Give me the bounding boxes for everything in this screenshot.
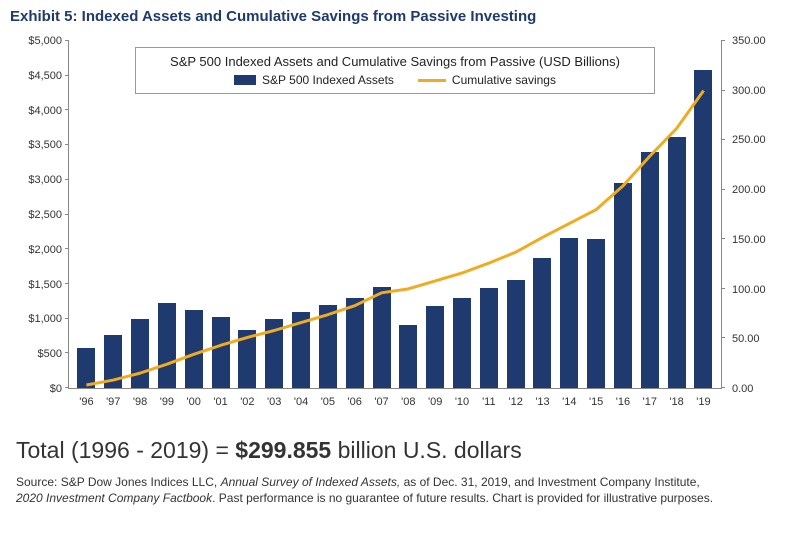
x-tick: '99 — [158, 396, 176, 408]
x-tick: '07 — [373, 396, 391, 408]
x-tick: '08 — [399, 396, 417, 408]
exhibit-title: Exhibit 5: Indexed Assets and Cumulative… — [10, 8, 787, 25]
y-left-tick: $3,000 — [14, 174, 68, 186]
y-right-tick: 350.00 — [726, 35, 780, 47]
y-left-tick: $3,500 — [14, 139, 68, 151]
x-tick: '19 — [694, 396, 712, 408]
y-axis-left: $0$500$1,000$1,500$2,000$2,500$3,000$3,5… — [14, 41, 68, 389]
x-tick: '04 — [292, 396, 310, 408]
legend-line-label: Cumulative savings — [452, 73, 556, 87]
x-tick: '12 — [507, 396, 525, 408]
y-left-tick: $1,500 — [14, 279, 68, 291]
y-left-tick: $0 — [14, 383, 68, 395]
y-left-tick: $5,000 — [14, 35, 68, 47]
total-prefix: Total (1996 - 2019) = — [16, 437, 235, 463]
legend-title: S&P 500 Indexed Assets and Cumulative Sa… — [152, 54, 638, 69]
y-right-tick: 100.00 — [726, 284, 780, 296]
chart-container: '96 '97 '98 '99 '00 '01 '02 '03 '04 '05 '06 '07 '08 '… — [10, 31, 780, 421]
x-tick: '17 — [641, 396, 659, 408]
x-tick: '98 — [131, 396, 149, 408]
x-tick: '16 — [614, 396, 632, 408]
legend: S&P 500 Indexed Assets and Cumulative Sa… — [135, 47, 655, 94]
y-left-tick: $2,000 — [14, 244, 68, 256]
y-left-tick: $1,000 — [14, 313, 68, 325]
y-right-tick: 50.00 — [726, 333, 780, 345]
legend-item-line: Cumulative savings — [418, 73, 556, 87]
y-right-tick: 200.00 — [726, 184, 780, 196]
line-swatch-icon — [418, 79, 446, 82]
x-axis-labels: '96 '97 '98 '99 '00 '01 '02 '03 '04 '05 '06 '07 '08 '… — [69, 396, 721, 408]
x-tick: '11 — [480, 396, 498, 408]
y-left-tick: $4,000 — [14, 105, 68, 117]
x-tick: '09 — [426, 396, 444, 408]
total-value: $299.855 — [235, 437, 331, 463]
x-tick: '03 — [265, 396, 283, 408]
cumulative-line — [86, 91, 703, 385]
total-line: Total (1996 - 2019) = $299.855 billion U… — [16, 437, 787, 464]
x-tick: '10 — [453, 396, 471, 408]
y-left-tick: $500 — [14, 348, 68, 360]
x-tick: '96 — [77, 396, 95, 408]
legend-bar-label: S&P 500 Indexed Assets — [262, 73, 394, 87]
y-right-tick: 300.00 — [726, 85, 780, 97]
y-left-tick: $4,500 — [14, 70, 68, 82]
x-tick: '15 — [587, 396, 605, 408]
x-tick: '18 — [668, 396, 686, 408]
bar-swatch-icon — [234, 75, 256, 85]
source-text: Source: S&P Dow Jones Indices LLC, Annua… — [16, 474, 787, 506]
legend-item-bars: S&P 500 Indexed Assets — [234, 73, 394, 87]
x-tick: '01 — [212, 396, 230, 408]
x-tick: '06 — [346, 396, 364, 408]
x-tick: '02 — [238, 396, 256, 408]
y-right-tick: 250.00 — [726, 134, 780, 146]
x-tick: '00 — [185, 396, 203, 408]
x-tick: '13 — [533, 396, 551, 408]
x-tick: '05 — [319, 396, 337, 408]
y-axis-right: 0.0050.00100.00150.00200.00250.00300.003… — [726, 41, 780, 389]
total-suffix: billion U.S. dollars — [331, 437, 521, 463]
x-tick: '97 — [104, 396, 122, 408]
y-left-tick: $2,500 — [14, 209, 68, 221]
plot-area: '96'97'98'99'00'01'02'03'04'05'06'07'08'… — [68, 41, 722, 389]
y-right-tick: 150.00 — [726, 234, 780, 246]
y-right-tick: 0.00 — [726, 383, 780, 395]
x-tick: '14 — [560, 396, 578, 408]
